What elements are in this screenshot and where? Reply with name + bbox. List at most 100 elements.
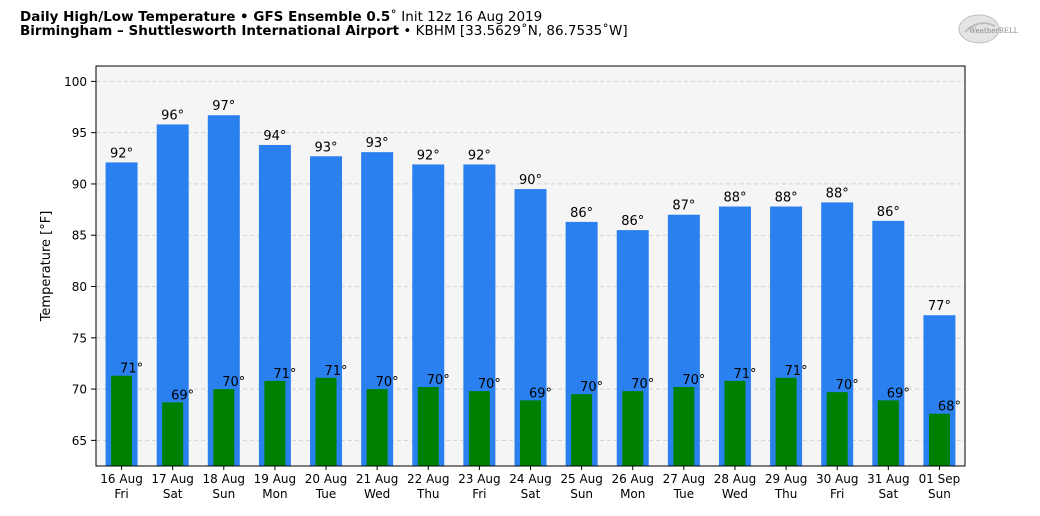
x-tick-weekday: Sun	[212, 487, 235, 501]
low-temp-label: 70°	[222, 375, 245, 390]
low-temp-bar	[520, 400, 541, 466]
low-temp-label: 70°	[478, 377, 501, 392]
low-temp-bar	[826, 392, 848, 466]
low-temp-label: 69°	[171, 388, 194, 403]
low-temp-label: 70°	[376, 375, 399, 390]
low-temp-bar	[162, 402, 184, 466]
y-tick-label: 100	[64, 75, 87, 89]
low-temp-label: 68°	[938, 400, 961, 415]
x-tick-weekday: Wed	[364, 487, 390, 501]
high-temp-label: 86°	[877, 205, 900, 220]
x-tick-weekday: Mon	[262, 487, 287, 501]
high-temp-label: 86°	[570, 206, 593, 221]
low-temp-label: 70°	[631, 377, 654, 392]
low-temp-bar	[111, 375, 133, 466]
x-tick-weekday: Sun	[570, 487, 593, 501]
y-axis-label: Temperature [°F]	[39, 211, 54, 323]
x-tick-date: 30 Aug	[816, 472, 859, 486]
x-tick-weekday: Fri	[830, 487, 844, 501]
x-tick-date: 01 Sep	[919, 472, 961, 486]
x-tick-weekday: Fri	[114, 487, 128, 501]
high-temp-label: 92°	[417, 148, 440, 163]
y-tick-label: 75	[72, 331, 87, 345]
chart-location: Birmingham – Shuttlesworth International…	[20, 23, 628, 39]
x-tick-weekday: Mon	[620, 487, 645, 501]
bars-layer	[105, 115, 956, 467]
y-tick-label: 85	[72, 229, 87, 243]
chart-location-name: Birmingham – Shuttlesworth International…	[20, 23, 400, 39]
high-temp-label: 88°	[826, 186, 849, 201]
low-temp-label: 70°	[580, 380, 603, 395]
x-tick-date: 16 Aug	[100, 472, 143, 486]
x-tick-weekday: Sun	[928, 487, 951, 501]
low-temp-bar	[315, 377, 337, 466]
x-tick-date: 26 Aug	[611, 472, 654, 486]
low-temp-bar	[673, 387, 695, 466]
low-temp-label: 70°	[836, 378, 859, 393]
x-tick-weekday: Tue	[673, 487, 695, 501]
x-tick-date: 23 Aug	[458, 472, 501, 486]
low-temp-bar	[468, 391, 490, 466]
y-tick-label: 90	[72, 177, 87, 191]
x-tick-weekday: Wed	[722, 487, 748, 501]
low-temp-bar	[877, 400, 899, 466]
high-temp-label: 77°	[928, 299, 951, 314]
low-temp-bar	[724, 380, 746, 466]
y-tick-label: 70	[72, 383, 87, 397]
x-tick-weekday: Sat	[163, 487, 183, 501]
high-temp-label: 92°	[110, 146, 133, 161]
x-tick-date: 19 Aug	[254, 472, 297, 486]
x-tick-date: 20 Aug	[305, 472, 348, 486]
low-temp-label: 71°	[120, 362, 143, 377]
y-tick-label: 65	[72, 434, 87, 448]
chart-title: Daily High/Low Temperature • GFS Ensembl…	[20, 9, 542, 25]
x-tick-weekday: Sat	[878, 487, 898, 501]
chart-title-init: ˚ Init 12z 16 Aug 2019	[390, 9, 543, 25]
chart-title-bold: Daily High/Low Temperature • GFS Ensembl…	[20, 9, 391, 25]
x-tick-date: 29 Aug	[765, 472, 808, 486]
x-tick-date: 17 Aug	[151, 472, 194, 486]
high-temp-label: 88°	[775, 191, 798, 206]
y-axis: 65 70 75 80 85 90 95 100	[64, 75, 96, 448]
weatherbell-logo: WeatherBELL	[958, 14, 1019, 44]
x-tick-weekday: Sat	[521, 487, 541, 501]
low-temp-label: 71°	[273, 367, 296, 382]
low-temp-label: 71°	[325, 364, 348, 379]
high-temp-label: 97°	[212, 99, 235, 114]
low-temp-bar	[213, 389, 235, 466]
x-tick-weekday: Thu	[774, 487, 798, 501]
low-temp-label: 69°	[887, 386, 910, 401]
high-temp-label: 86°	[621, 214, 644, 229]
high-temp-label: 94°	[263, 129, 286, 144]
x-tick-date: 28 Aug	[714, 472, 757, 486]
data-labels-layer: 92° 71° 96° 69° 97° 70° 94° 71° 93° 71° 93° 70° 92° 7…	[110, 99, 961, 414]
x-tick-weekday: Thu	[416, 487, 440, 501]
x-tick-date: 25 Aug	[560, 472, 603, 486]
high-temp-label: 92°	[468, 148, 491, 163]
logo-text: WeatherBELL	[969, 27, 1019, 35]
high-temp-label: 90°	[519, 173, 542, 188]
high-temp-label: 93°	[315, 140, 338, 155]
low-temp-bar	[264, 380, 286, 466]
low-temp-bar	[775, 377, 797, 466]
low-temp-label: 69°	[529, 386, 552, 401]
y-tick-label: 95	[72, 126, 87, 140]
chart-location-coords: • KBHM [33.5629˚N, 86.7535˚W]	[399, 23, 628, 39]
low-temp-bar	[366, 389, 388, 466]
x-tick-date: 21 Aug	[356, 472, 399, 486]
low-temp-label: 71°	[785, 364, 808, 379]
x-tick-weekday: Fri	[472, 487, 486, 501]
low-temp-label: 70°	[682, 373, 705, 388]
low-temp-label: 71°	[733, 367, 756, 382]
x-tick-date: 31 Aug	[867, 472, 910, 486]
high-temp-label: 87°	[672, 199, 695, 214]
high-temp-label: 96°	[161, 108, 184, 123]
x-tick-date: 22 Aug	[407, 472, 450, 486]
x-tick-date: 18 Aug	[203, 472, 246, 486]
low-temp-bar	[417, 387, 439, 466]
plot-frame	[95, 65, 966, 467]
x-tick-weekday: Tue	[315, 487, 337, 501]
low-temp-bar	[571, 394, 593, 466]
